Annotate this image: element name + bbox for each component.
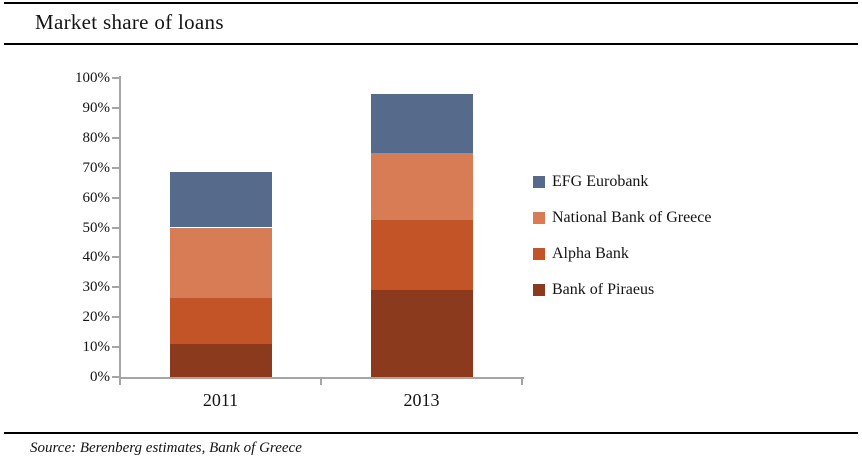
x-category-label-2013: 2013 [403, 390, 440, 410]
source-note: Source: Berenberg estimates, Bank of Gre… [30, 440, 302, 456]
legend-item-national-bank-of-greece: National Bank of Greece [533, 208, 711, 228]
legend-label: National Bank of Greece [552, 209, 712, 226]
bar-segment-2013-efg-eurobank [370, 94, 473, 153]
y-tick-mark [112, 346, 120, 349]
y-tick-label: 20% [82, 309, 111, 326]
y-tick-label: 30% [82, 279, 111, 296]
legend-label: Alpha Bank [552, 245, 629, 262]
legend-item-alpha-bank: Alpha Bank [533, 244, 711, 264]
y-axis-line [119, 76, 121, 379]
x-tick-mark [320, 379, 322, 385]
bar-segment-2011-national-bank-of-greece [169, 227, 272, 298]
legend-swatch-icon [533, 176, 545, 188]
y-tick-mark [112, 136, 120, 139]
y-tick-label: 40% [82, 249, 111, 266]
top-rule [4, 2, 858, 4]
legend-item-efg-eurobank: EFG Eurobank [533, 172, 711, 192]
y-tick-mark [112, 166, 120, 169]
y-tick-mark [112, 106, 120, 109]
y-tick-label: 80% [82, 129, 111, 146]
y-tick-label: 100% [75, 70, 110, 86]
x-axis-line [119, 377, 524, 379]
y-tick-label: 0% [90, 369, 110, 385]
x-category-label-2011: 2011 [202, 390, 239, 410]
y-tick-mark [112, 77, 120, 79]
y-tick-mark [112, 226, 120, 229]
bar-segment-2013-alpha-bank [370, 220, 473, 291]
bar-segment-2011-bank-of-piraeus [169, 344, 272, 377]
legend: EFG Eurobank National Bank of Greece Alpha… [533, 172, 711, 300]
legend-swatch-icon [533, 248, 545, 260]
bar-segment-2011-alpha-bank [169, 297, 272, 345]
x-tick-mark [521, 379, 523, 385]
y-tick-mark [112, 256, 120, 259]
y-tick-label: 60% [82, 189, 111, 206]
y-tick-mark [112, 376, 120, 378]
bar-segment-2011-efg-eurobank [169, 172, 272, 228]
title-divider-rule [4, 43, 858, 45]
x-tick-mark [119, 379, 121, 385]
legend-label: EFG Eurobank [552, 173, 649, 190]
y-tick-mark [112, 316, 120, 319]
footer-divider-rule [4, 432, 858, 434]
y-tick-label: 90% [82, 99, 111, 116]
legend-item-bank-of-piraeus: Bank of Piraeus [533, 280, 711, 300]
y-tick-mark [112, 196, 120, 199]
legend-swatch-icon [533, 212, 545, 224]
y-tick-mark [112, 286, 120, 289]
y-tick-label: 50% [82, 219, 111, 236]
bar-segment-2013-national-bank-of-greece [370, 152, 473, 221]
y-tick-label: 10% [82, 339, 111, 356]
y-tick-label: 70% [82, 159, 111, 176]
bar-segment-2013-bank-of-piraeus [370, 290, 473, 377]
legend-label: Bank of Piraeus [552, 281, 655, 298]
chart-title: Market share of loans [35, 10, 224, 34]
legend-swatch-icon [533, 284, 545, 296]
